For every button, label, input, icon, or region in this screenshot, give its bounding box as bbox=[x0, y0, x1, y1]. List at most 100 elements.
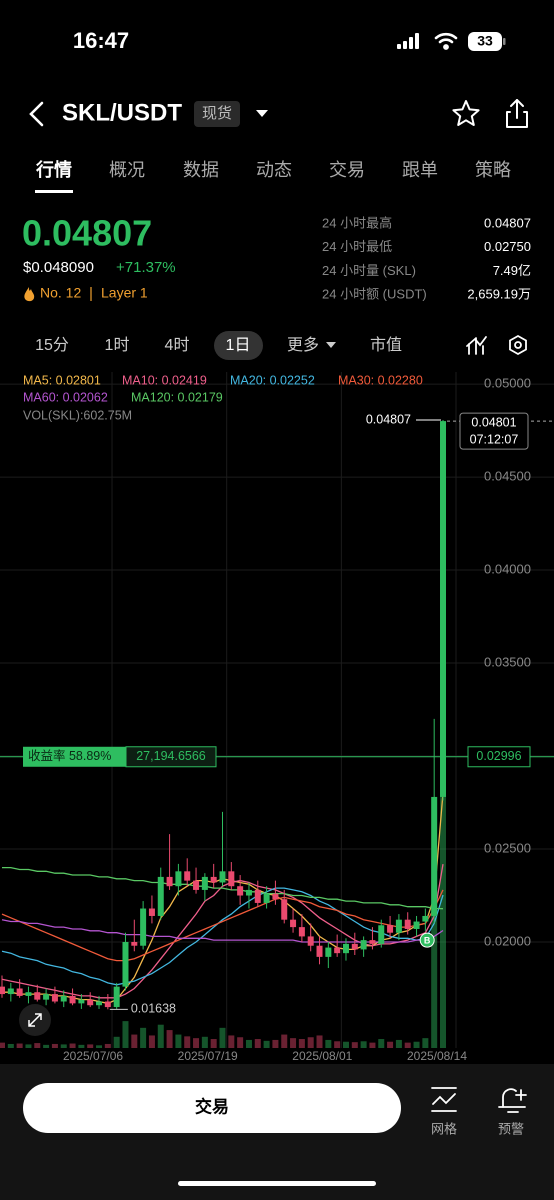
stat-label: 24 小时最高 bbox=[322, 215, 392, 230]
position-price-box bbox=[467, 746, 531, 768]
volume-bar bbox=[254, 1039, 261, 1048]
favorite-button[interactable] bbox=[452, 100, 480, 126]
settings-button[interactable] bbox=[509, 334, 527, 356]
candle-body bbox=[60, 995, 67, 1002]
stat-value: 2,659.19万 bbox=[467, 287, 531, 302]
volume-bar bbox=[25, 1044, 32, 1048]
stat-label: 24 小时量 (SKL) bbox=[322, 263, 416, 278]
tab[interactable]: 概况 bbox=[109, 160, 145, 180]
tab[interactable]: 交易 bbox=[329, 160, 365, 180]
candle-body bbox=[325, 947, 332, 957]
candle-body bbox=[25, 992, 32, 996]
ma-legend: MA60: 0.02062 bbox=[23, 390, 108, 404]
signal-icon bbox=[397, 33, 419, 49]
ma-line bbox=[1, 889, 444, 962]
candle-body bbox=[184, 871, 191, 881]
interval[interactable]: 1日 bbox=[226, 337, 251, 354]
y-tick-label: 0.02500 bbox=[484, 840, 531, 855]
active-tab-indicator bbox=[35, 190, 73, 193]
candle-body bbox=[395, 919, 402, 933]
volume-bar bbox=[184, 1036, 191, 1048]
volume-bar bbox=[43, 1044, 50, 1048]
pnl-label[interactable]: 收益率 58.89% bbox=[28, 748, 111, 763]
interval-active-bg bbox=[214, 331, 263, 360]
x-tick-label: 2025/08/01 bbox=[292, 1049, 352, 1063]
candle-body bbox=[369, 940, 376, 944]
candle-body bbox=[245, 889, 252, 896]
interval[interactable]: 市值 bbox=[370, 336, 402, 354]
candle-body bbox=[7, 988, 14, 995]
ma-line bbox=[1, 887, 444, 986]
x-tick-label: 2025/08/14 bbox=[407, 1049, 467, 1063]
candle-body bbox=[193, 880, 200, 890]
volume-bar bbox=[316, 1035, 323, 1048]
share-button[interactable] bbox=[506, 99, 528, 128]
candle-body bbox=[290, 919, 297, 928]
volume-bar bbox=[69, 1043, 76, 1048]
expand-icon[interactable] bbox=[28, 1013, 42, 1027]
alert-label[interactable]: 预警 bbox=[498, 1121, 524, 1136]
stat-label: 24 小时额 (USDT) bbox=[322, 287, 427, 302]
grid-button-icon[interactable] bbox=[431, 1087, 457, 1112]
interval[interactable]: 15分 bbox=[35, 336, 69, 354]
more-dropdown[interactable] bbox=[326, 342, 336, 348]
grid-label[interactable]: 网格 bbox=[431, 1121, 457, 1136]
volume-bar bbox=[404, 1042, 411, 1048]
pnl-box[interactable] bbox=[23, 746, 126, 767]
candle-body bbox=[0, 986, 5, 995]
candle-body bbox=[413, 921, 420, 929]
candle-body bbox=[351, 943, 358, 950]
volume-bar bbox=[96, 1045, 103, 1048]
candle-body bbox=[237, 886, 244, 896]
battery-level: 33 bbox=[477, 33, 493, 49]
candle-body bbox=[307, 936, 314, 946]
volume-bar bbox=[422, 1038, 429, 1048]
y-tick-label: 0.04500 bbox=[484, 469, 531, 484]
volume-bar bbox=[228, 1035, 235, 1048]
candle-body bbox=[210, 876, 217, 883]
candle-body bbox=[166, 876, 173, 887]
back-button[interactable] bbox=[29, 101, 44, 127]
y-tick-label: 0.04000 bbox=[484, 561, 531, 576]
badge-bg bbox=[194, 101, 240, 127]
volume-bar bbox=[148, 1035, 155, 1048]
interval[interactable]: 1时 bbox=[105, 336, 130, 354]
candle-body bbox=[131, 941, 138, 946]
volume-bar bbox=[210, 1039, 217, 1048]
volume-bar bbox=[193, 1038, 200, 1048]
x-tick-label: 2025/07/06 bbox=[63, 1049, 123, 1063]
buy-marker-label: B bbox=[424, 936, 431, 946]
candle-body bbox=[157, 876, 164, 916]
alert-button-icon[interactable] bbox=[498, 1088, 527, 1113]
stat-value: 0.04807 bbox=[484, 215, 531, 230]
indicator-button[interactable] bbox=[466, 336, 487, 355]
interval[interactable]: 更多 bbox=[287, 336, 319, 354]
tab[interactable]: 策略 bbox=[475, 160, 511, 180]
candle-body bbox=[342, 943, 349, 954]
candle-body bbox=[422, 915, 429, 922]
pair-dropdown[interactable] bbox=[256, 110, 268, 117]
tab[interactable]: 数据 bbox=[183, 160, 219, 180]
candle-body bbox=[148, 908, 155, 916]
volume-bar bbox=[131, 1034, 138, 1048]
interval[interactable]: 4时 bbox=[165, 336, 190, 354]
pair-title[interactable]: SKL/USDT bbox=[62, 99, 182, 126]
volume-bar bbox=[334, 1041, 341, 1048]
candle-body bbox=[104, 1001, 111, 1008]
last-price: 0.04807 bbox=[22, 213, 152, 254]
trade-button[interactable] bbox=[23, 1083, 401, 1133]
sector-tag[interactable]: Layer 1 bbox=[101, 285, 148, 301]
tab[interactable]: 行情 bbox=[35, 159, 72, 180]
candle-body bbox=[431, 796, 438, 916]
volume-bar bbox=[369, 1042, 376, 1048]
battery-tip bbox=[503, 38, 506, 45]
candle-body bbox=[113, 986, 120, 1008]
candle-body bbox=[43, 994, 50, 1000]
tab[interactable]: 跟单 bbox=[402, 160, 438, 180]
tab[interactable]: 动态 bbox=[256, 160, 292, 180]
volume-bar bbox=[157, 1024, 164, 1048]
stat-value: 0.02750 bbox=[484, 239, 531, 254]
volume-bar bbox=[140, 1027, 147, 1048]
volume-bar bbox=[395, 1039, 402, 1048]
x-tick-label: 2025/07/19 bbox=[178, 1049, 238, 1063]
